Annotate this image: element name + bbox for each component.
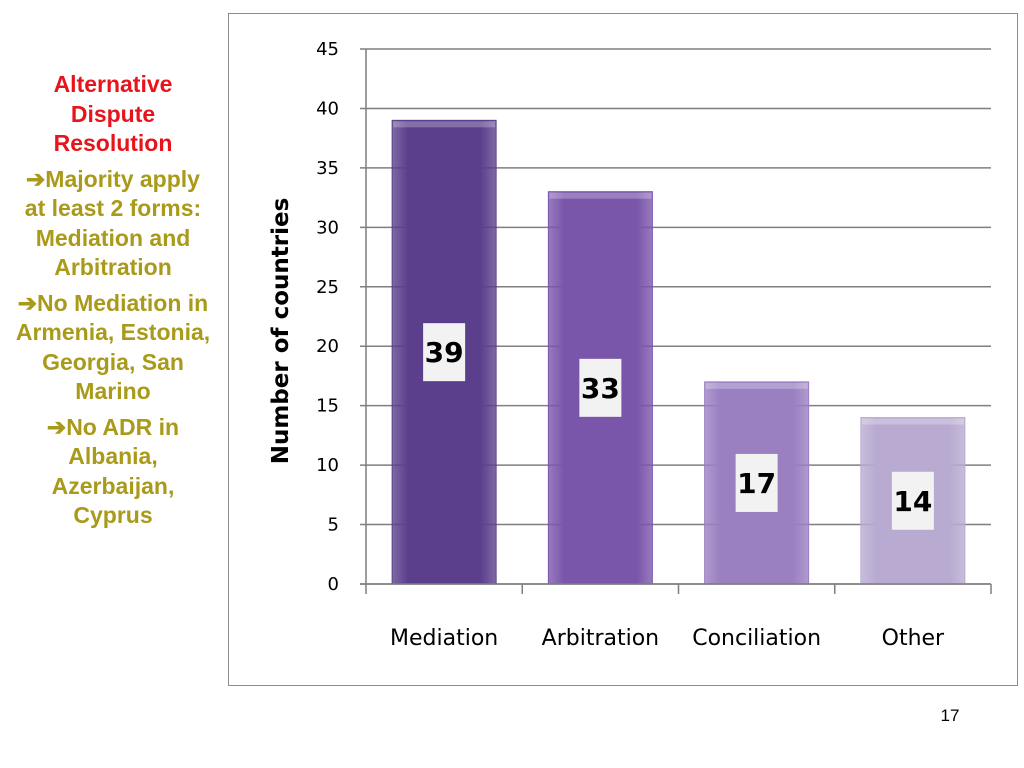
bar-highlight xyxy=(861,418,964,425)
y-tick-label: 45 xyxy=(316,39,339,60)
bar-highlight xyxy=(705,382,808,389)
sidebar-point: ➔No ADR in Albania, Azerbaijan, Cyprus xyxy=(46,413,180,529)
data-label-box xyxy=(423,323,466,382)
bar-chart: 39 33 17 14 0 5 10 15 20 25 30 35 40 45 Mediation Arbi… xyxy=(268,39,992,651)
x-category-label: Other xyxy=(882,626,945,651)
chart-frame: 39 33 17 14 0 5 10 15 20 25 30 35 40 45 Mediation Arbi… xyxy=(228,13,1018,686)
sidebar-point: ➔Majority apply at least 2 forms: Mediat… xyxy=(24,165,202,281)
y-axis-title: Number of countries xyxy=(268,198,294,465)
page-number: 17 xyxy=(940,706,960,725)
bars: 39 33 17 14 xyxy=(391,119,966,585)
data-label: 33 xyxy=(581,372,620,405)
data-label: 39 xyxy=(425,336,464,369)
bar-highlight xyxy=(393,121,496,128)
y-tick-label: 40 xyxy=(316,98,339,119)
y-tick-label: 5 xyxy=(328,515,339,536)
data-label-box xyxy=(579,358,622,417)
sidebar-text: Alternative Dispute Resolution ➔Majority… xyxy=(14,70,212,531)
data-label-box xyxy=(735,453,778,512)
axes: 0 5 10 15 20 25 30 35 40 45 Mediation Arbitration Co… xyxy=(316,39,992,651)
sidebar-title: Alternative Dispute Resolution xyxy=(53,71,173,156)
y-tick-label: 35 xyxy=(316,158,339,179)
data-label-box xyxy=(891,471,934,530)
y-tick-label: 0 xyxy=(328,574,339,595)
x-category-label: Conciliation xyxy=(692,626,821,651)
x-category-label: Mediation xyxy=(390,626,498,651)
sidebar-point: ➔No Mediation in Armenia, Estonia, Georg… xyxy=(15,289,211,405)
y-tick-label: 30 xyxy=(316,217,339,238)
data-label: 14 xyxy=(893,485,932,518)
bar-highlight xyxy=(549,192,652,199)
y-tick-label: 25 xyxy=(316,277,339,298)
x-category-label: Arbitration xyxy=(542,626,659,651)
y-tick-label: 15 xyxy=(316,396,339,417)
y-tick-label: 20 xyxy=(316,336,339,357)
y-tick-label: 10 xyxy=(316,455,339,476)
data-label: 17 xyxy=(737,467,776,500)
